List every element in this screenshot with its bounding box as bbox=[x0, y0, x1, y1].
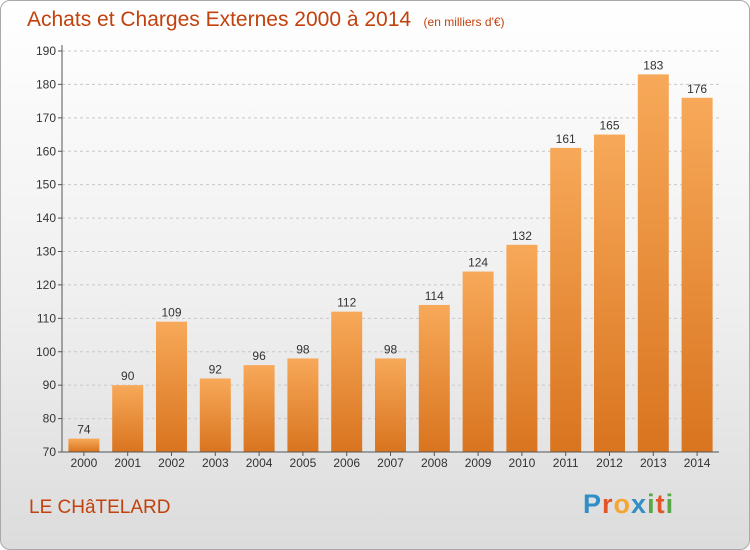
data-label: 124 bbox=[468, 256, 488, 270]
data-label: 161 bbox=[556, 132, 576, 146]
x-tick-label: 2001 bbox=[114, 456, 141, 470]
data-label: 183 bbox=[643, 58, 663, 72]
chart-title-main: Achats et Charges Externes 2000 à 2014 bbox=[27, 8, 412, 31]
data-label: 74 bbox=[77, 423, 91, 437]
bar bbox=[287, 358, 319, 452]
x-tick-label: 2009 bbox=[465, 456, 492, 470]
bar bbox=[68, 438, 100, 452]
y-tick-label: 190 bbox=[36, 44, 56, 58]
x-tick-label: 2008 bbox=[421, 456, 448, 470]
bar bbox=[375, 358, 406, 452]
bar bbox=[681, 97, 713, 453]
logo-letter: o bbox=[613, 489, 632, 519]
x-tick-label: 2012 bbox=[596, 456, 623, 470]
x-tick-label: 2010 bbox=[509, 456, 536, 470]
x-tick-label: 2011 bbox=[553, 456, 579, 470]
bar bbox=[199, 378, 231, 452]
y-tick-label: 70 bbox=[43, 445, 57, 459]
commune-name: LE CHâTELARD bbox=[29, 497, 171, 518]
x-tick-label: 2013 bbox=[640, 456, 667, 470]
y-tick-label: 100 bbox=[36, 345, 56, 359]
data-label: 98 bbox=[384, 342, 398, 356]
data-label: 132 bbox=[512, 229, 532, 243]
y-tick-label: 90 bbox=[43, 378, 57, 392]
labels: 70 80 90 100 110 120 130 140 150 160 170 180 190 74 20… bbox=[36, 44, 711, 470]
bar bbox=[637, 74, 669, 453]
y-tick-label: 140 bbox=[36, 211, 56, 225]
y-tick-label: 130 bbox=[36, 245, 56, 259]
x-tick-label: 2014 bbox=[684, 456, 711, 470]
logo-letter: t bbox=[655, 489, 666, 519]
chart-title: Achats et Charges Externes 2000 à 2014 (… bbox=[27, 8, 505, 32]
bar bbox=[156, 321, 187, 452]
data-label: 90 bbox=[121, 369, 135, 383]
x-tick-label: 2007 bbox=[377, 456, 404, 470]
logo-letter: P bbox=[583, 489, 603, 519]
bar bbox=[243, 365, 275, 452]
y-tick-label: 160 bbox=[36, 144, 56, 158]
x-tick-label: 2000 bbox=[71, 456, 98, 470]
data-label: 92 bbox=[209, 362, 223, 376]
bar bbox=[462, 271, 494, 452]
bar bbox=[331, 311, 363, 452]
data-label: 112 bbox=[337, 296, 356, 310]
axes bbox=[58, 45, 719, 456]
x-tick-label: 2005 bbox=[290, 456, 317, 470]
x-tick-label: 2004 bbox=[246, 456, 273, 470]
y-tick-label: 110 bbox=[37, 311, 56, 325]
bar bbox=[594, 134, 625, 452]
data-label: 114 bbox=[425, 289, 444, 303]
x-tick-label: 2003 bbox=[202, 456, 229, 470]
bar bbox=[550, 147, 582, 453]
logo-letter: x bbox=[631, 489, 648, 519]
x-tick-label: 2002 bbox=[158, 456, 185, 470]
chart-unit: (en milliers d'€) bbox=[423, 15, 505, 29]
bar bbox=[418, 304, 450, 452]
logo-letter: i bbox=[665, 489, 675, 519]
y-tick-label: 80 bbox=[43, 412, 57, 426]
bars bbox=[68, 74, 713, 453]
y-tick-label: 150 bbox=[36, 178, 56, 192]
bar bbox=[112, 385, 144, 452]
logo-letter: r bbox=[602, 489, 614, 519]
y-tick-label: 170 bbox=[36, 111, 56, 125]
data-label: 96 bbox=[252, 349, 266, 363]
x-tick-label: 2006 bbox=[333, 456, 360, 470]
y-tick-label: 180 bbox=[36, 77, 56, 91]
data-label: 98 bbox=[296, 342, 310, 356]
bar bbox=[506, 244, 538, 452]
y-tick-label: 120 bbox=[36, 278, 56, 292]
logo-letter: i bbox=[647, 489, 656, 519]
data-label: 109 bbox=[161, 306, 181, 320]
data-label: 165 bbox=[599, 119, 619, 133]
data-label: 176 bbox=[687, 82, 707, 96]
proxiti-logo: Proxiti bbox=[583, 489, 674, 520]
